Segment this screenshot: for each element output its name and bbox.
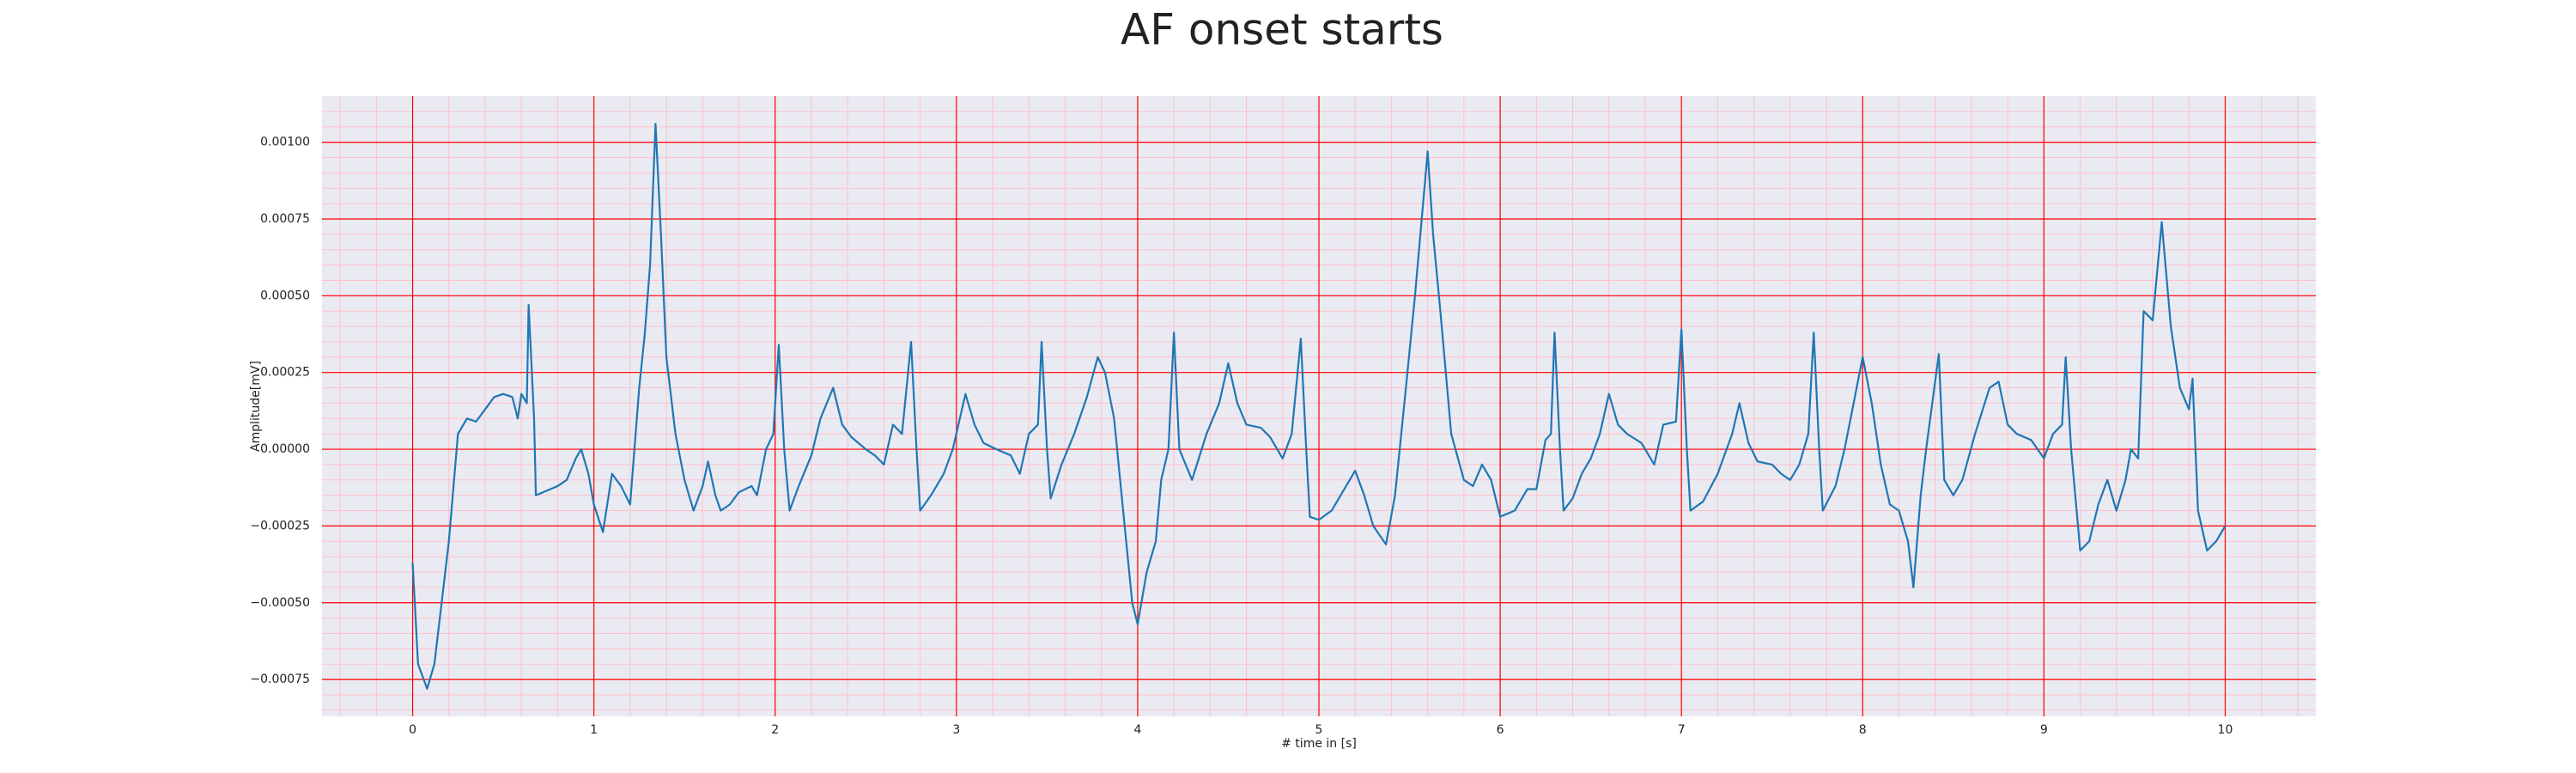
- signal-line: [411, 123, 2227, 690]
- x-tick-label: 4: [1133, 723, 1141, 737]
- y-tick-label: 0.00050: [260, 289, 310, 302]
- x-tick-label: 7: [1678, 723, 1686, 737]
- y-axis-label: Amplitude[mV]: [249, 361, 263, 452]
- y-tick-label: 0.00075: [260, 212, 310, 226]
- y-tick-label: −0.00025: [250, 519, 310, 533]
- y-tick-label: 0.00025: [260, 366, 310, 380]
- x-tick-label: 1: [590, 723, 598, 737]
- x-tick-label: 9: [2040, 723, 2048, 737]
- x-tick-label: 6: [1497, 723, 1504, 737]
- x-tick-label: 10: [2218, 723, 2233, 737]
- y-tick-label: 0.00100: [260, 136, 310, 149]
- y-tick-label: −0.00075: [250, 673, 310, 686]
- x-tick-label: 8: [1859, 723, 1867, 737]
- x-tick-label: 2: [771, 723, 779, 737]
- y-tick-label: 0.00000: [260, 442, 310, 456]
- y-tick-label: −0.00050: [250, 596, 310, 610]
- x-tick-label: 5: [1315, 723, 1323, 737]
- chart-title: AF onset starts: [1121, 5, 1443, 55]
- x-tick-label: 3: [952, 723, 960, 737]
- x-tick-label: 0: [409, 723, 416, 737]
- x-axis-label: # time in [s]: [1281, 737, 1357, 751]
